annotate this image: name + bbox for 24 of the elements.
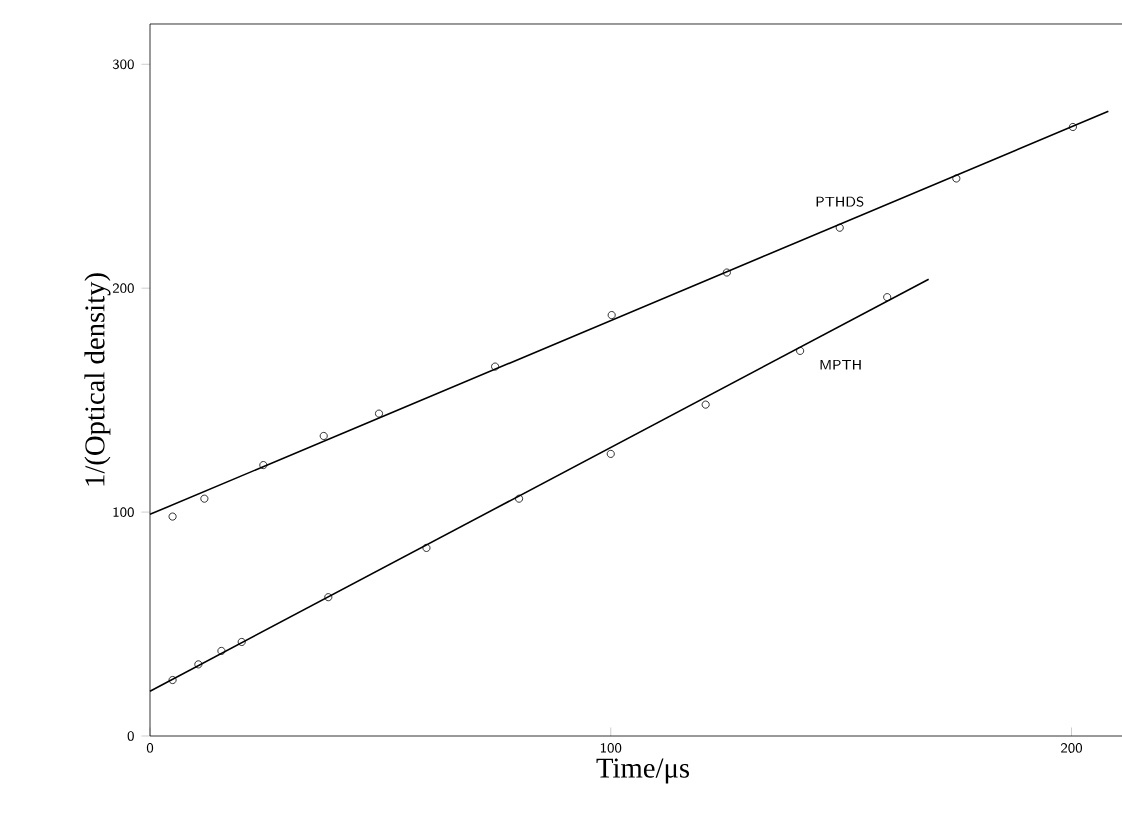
point — [217, 646, 226, 655]
point — [607, 311, 616, 320]
point — [701, 400, 710, 409]
point — [606, 449, 615, 458]
point — [952, 174, 961, 183]
point — [883, 293, 892, 302]
point — [491, 362, 500, 371]
point — [722, 268, 731, 277]
point — [422, 543, 431, 552]
point — [1068, 123, 1077, 131]
point — [375, 409, 383, 418]
point — [259, 461, 268, 470]
y-axis-title: 1/(Optical density) — [84, 273, 111, 486]
x-axis-title: Time/μs — [596, 758, 690, 784]
point — [515, 494, 524, 503]
point — [319, 431, 328, 440]
point — [168, 676, 177, 685]
point — [237, 637, 246, 646]
point — [200, 494, 209, 503]
point — [194, 660, 203, 669]
point — [324, 593, 333, 602]
point — [835, 223, 844, 232]
point — [168, 512, 177, 521]
point — [796, 346, 805, 355]
